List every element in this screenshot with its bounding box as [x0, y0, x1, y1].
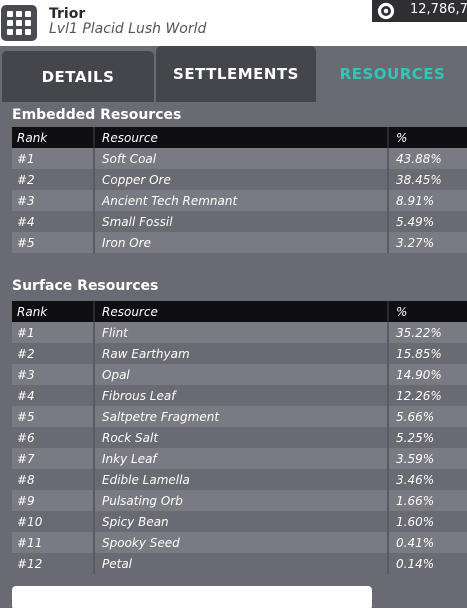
resource-cell: Pulsating Orb: [102, 494, 183, 508]
percent-header: %: [396, 305, 408, 319]
resource-cell: Small Fossil: [102, 215, 173, 229]
rank-cell: #9: [17, 494, 35, 508]
header-bar: Trior Lvl1 Placid Lush World 12,786,75: [0, 0, 467, 46]
resource-cell: Fibrous Leaf: [102, 389, 176, 403]
percent-cell: 3.46%: [396, 473, 435, 487]
percent-cell: 8.91%: [396, 194, 435, 208]
tab-details[interactable]: DETAILS: [2, 51, 154, 102]
rank-cell: #1: [17, 326, 35, 340]
percent-cell: 3.59%: [396, 452, 435, 466]
percent-cell: 35.22%: [396, 326, 442, 340]
table-row: #5 Saltpetre Fragment 5.66%: [12, 406, 467, 427]
rank-cell: #4: [17, 215, 35, 229]
rank-cell: #7: [17, 452, 35, 466]
rank-cell: #1: [17, 152, 35, 166]
rank-cell: #11: [17, 536, 43, 550]
percent-cell: 12.26%: [396, 389, 442, 403]
table-row: #7 Inky Leaf 3.59%: [12, 448, 467, 469]
planet-name: Trior: [49, 6, 86, 22]
rank-header: Rank: [17, 131, 48, 145]
embedded-resources-title: Embedded Resources: [12, 107, 182, 123]
table-row: #1 Soft Coal 43.88%: [12, 148, 467, 169]
resource-cell: Soft Coal: [102, 152, 157, 166]
tab-settlements[interactable]: SETTLEMENTS: [156, 46, 316, 102]
embedded-resources-table: Rank Resource % #1 Soft Coal 43.88% #2 Coppe…: [12, 127, 467, 253]
surface-resources-table: Rank Resource % #1 Flint 35.22% #2 Raw Earth…: [12, 301, 467, 574]
table-row: #2 Copper Ore 38.45%: [12, 169, 467, 190]
resource-cell: Raw Earthyam: [102, 347, 190, 361]
table-row: #10 Spicy Bean 1.60%: [12, 511, 467, 532]
tab-resources[interactable]: RESOURCES: [318, 46, 467, 102]
table-row: #8 Edible Lamella 3.46%: [12, 469, 467, 490]
percent-cell: 43.88%: [396, 152, 442, 166]
bottom-panel: [12, 586, 372, 610]
rank-cell: #3: [17, 194, 35, 208]
rank-cell: #6: [17, 431, 35, 445]
percent-cell: 5.66%: [396, 410, 435, 424]
table-row: #4 Fibrous Leaf 12.26%: [12, 385, 467, 406]
percent-cell: 0.14%: [396, 557, 435, 571]
table-row: #12 Petal 0.14%: [12, 553, 467, 574]
percent-cell: 5.25%: [396, 431, 435, 445]
table-header: Rank Resource %: [12, 127, 467, 148]
table-row: #1 Flint 35.22%: [12, 322, 467, 343]
resource-header: Resource: [102, 131, 158, 145]
gear-coin-icon: [377, 2, 395, 20]
rank-cell: #5: [17, 410, 35, 424]
table-row: #6 Rock Salt 5.25%: [12, 427, 467, 448]
percent-cell: 15.85%: [396, 347, 442, 361]
grid-menu-icon[interactable]: [1, 5, 37, 41]
percent-cell: 0.41%: [396, 536, 435, 550]
resource-cell: Opal: [102, 368, 130, 382]
rank-cell: #4: [17, 389, 35, 403]
table-row: #3 Opal 14.90%: [12, 364, 467, 385]
percent-header: %: [396, 131, 408, 145]
rank-cell: #2: [17, 173, 35, 187]
resource-cell: Saltpetre Fragment: [102, 410, 220, 424]
resource-header: Resource: [102, 305, 158, 319]
resource-cell: Inky Leaf: [102, 452, 157, 466]
table-row: #3 Ancient Tech Remnant 8.91%: [12, 190, 467, 211]
rank-cell: #10: [17, 515, 43, 529]
rank-cell: #3: [17, 368, 35, 382]
resource-cell: Spicy Bean: [102, 515, 169, 529]
table-row: #9 Pulsating Orb 1.66%: [12, 490, 467, 511]
tab-bar: DETAILS SETTLEMENTS RESOURCES: [0, 46, 467, 102]
table-row: #4 Small Fossil 5.49%: [12, 211, 467, 232]
table-row: #5 Iron Ore 3.27%: [12, 232, 467, 253]
resource-cell: Rock Salt: [102, 431, 159, 445]
resource-cell: Copper Ore: [102, 173, 171, 187]
rank-cell: #8: [17, 473, 35, 487]
surface-resources-title: Surface Resources: [12, 278, 159, 294]
rank-cell: #2: [17, 347, 35, 361]
resource-cell: Petal: [102, 557, 133, 571]
table-row: #11 Spooky Seed 0.41%: [12, 532, 467, 553]
currency-value: 12,786,75: [410, 2, 467, 17]
percent-cell: 14.90%: [396, 368, 442, 382]
percent-cell: 1.60%: [396, 515, 435, 529]
resources-panel: Embedded Resources Rank Resource % #1 Sof…: [0, 102, 467, 610]
planet-subtitle: Lvl1 Placid Lush World: [49, 21, 207, 37]
table-header: Rank Resource %: [12, 301, 467, 322]
currency-display[interactable]: 12,786,75: [372, 0, 467, 22]
resource-cell: Iron Ore: [102, 236, 151, 250]
percent-cell: 1.66%: [396, 494, 435, 508]
resource-cell: Edible Lamella: [102, 473, 190, 487]
percent-cell: 38.45%: [396, 173, 442, 187]
resource-cell: Ancient Tech Remnant: [102, 194, 238, 208]
rank-header: Rank: [17, 305, 48, 319]
percent-cell: 3.27%: [396, 236, 435, 250]
resource-cell: Flint: [102, 326, 128, 340]
table-row: #2 Raw Earthyam 15.85%: [12, 343, 467, 364]
percent-cell: 5.49%: [396, 215, 435, 229]
rank-cell: #5: [17, 236, 35, 250]
resource-cell: Spooky Seed: [102, 536, 180, 550]
rank-cell: #12: [17, 557, 43, 571]
